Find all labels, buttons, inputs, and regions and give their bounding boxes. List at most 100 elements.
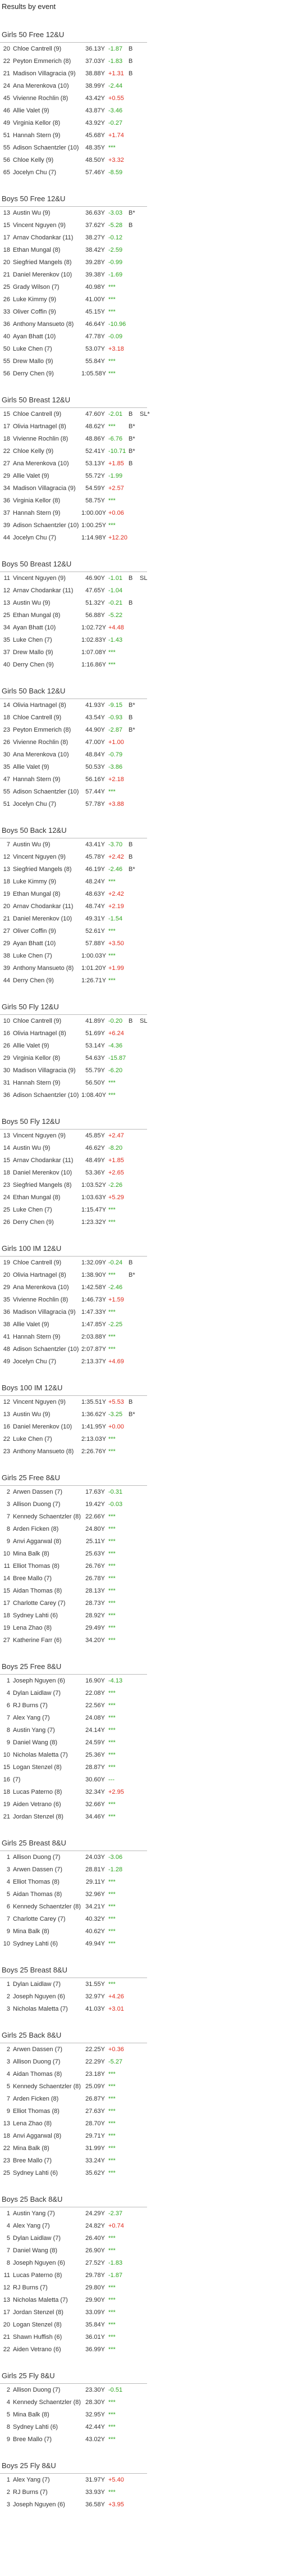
time-standard: [129, 1052, 140, 1064]
swim-time: 41.00Y: [85, 296, 105, 303]
result-row: 3 Arwen Dassen (7) 28.81Y -1.28: [0, 1863, 284, 1876]
time-diff: +1.59: [108, 1296, 124, 1303]
time-standard: [129, 2384, 140, 2396]
result-row: 1 Dylan Laidlaw (7) 31.55Y ***: [0, 1978, 284, 1990]
place: 26: [3, 739, 10, 746]
time-standard: [129, 798, 140, 810]
qualifier-note: [140, 1281, 153, 1294]
time-standard: [129, 974, 140, 987]
place: 18: [3, 1789, 10, 1795]
swim-time: 47.78Y: [85, 333, 105, 340]
swimmer-name: Charlotte Carey (7): [13, 1916, 66, 1922]
result-row: 24 Ethan Mungal (8) 1:03.63Y +5.29: [0, 1191, 284, 1204]
place: 35: [3, 764, 10, 770]
qualifier-note: [140, 142, 153, 154]
event-section: Boys 25 Back 8&U 1 Austin Yang (7) 24.29Y -2…: [0, 2192, 284, 2356]
place: 6: [6, 1903, 10, 1910]
place: 18: [3, 1612, 10, 1619]
place: 41: [3, 1334, 10, 1340]
qualifier-note: [140, 2232, 153, 2244]
result-row: 10 Sydney Lahti (6) 49.94Y ***: [0, 1938, 284, 1950]
swimmer-name: Chloe Kelly (9): [13, 157, 54, 164]
swim-time: 1:02.72Y: [81, 624, 107, 631]
time-standard: [129, 1978, 140, 1990]
qualifier-note: [140, 1318, 153, 1331]
result-row: 2 RJ Burns (7) 33.93Y ***: [0, 2486, 284, 2498]
time-standard: [129, 1204, 140, 1216]
result-row: 46 Allie Valet (9) 43.87Y -3.46: [0, 105, 284, 117]
time-diff: ***: [108, 1690, 116, 1697]
swim-time: 46.19Y: [85, 866, 105, 873]
qualifier-note: [140, 863, 153, 876]
swim-time: 38.27Y: [85, 234, 105, 241]
place: 9: [6, 2436, 10, 2443]
time-diff: ***: [108, 1588, 116, 1594]
result-row: 8 Austin Yang (7) 24.14Y ***: [0, 1724, 284, 1736]
place: 38: [3, 953, 10, 959]
time-diff: -0.79: [108, 751, 123, 758]
swim-time: 1:15.47Y: [81, 1207, 107, 1213]
time-standard: [129, 368, 140, 380]
qualifier-note: [140, 1396, 153, 1408]
result-row: 10 Nicholas Maletta (7) 25.36Y ***: [0, 1749, 284, 1761]
swimmer-name: Mina Balk (8): [13, 2411, 49, 2418]
time-standard: [129, 2080, 140, 2093]
swim-time: 45.78Y: [85, 854, 105, 860]
place: 44: [3, 534, 10, 541]
result-row: 5 Dylan Laidlaw (7) 26.40Y ***: [0, 2232, 284, 2244]
result-row: 27 Ana Merenkova (10) 53.13Y +1.85 B: [0, 457, 284, 470]
place: 39: [3, 965, 10, 972]
time-standard: [129, 142, 140, 154]
time-diff: ***: [108, 2411, 116, 2418]
result-row: 2 Arwen Dassen (7) 22.25Y +0.36: [0, 2043, 284, 2056]
qualifier-note: [140, 851, 153, 863]
qualifier-note: [140, 2167, 153, 2179]
qualifier-note: [140, 2498, 153, 2511]
result-row: 17 Olivia Hartnagel (8) 48.62Y *** B*: [0, 420, 284, 433]
time-standard: [129, 532, 140, 544]
swim-time: 25.11Y: [85, 1538, 105, 1545]
place: 8: [6, 1526, 10, 1532]
result-row: 45 Vivienne Rochlin (8) 43.42Y +0.55: [0, 92, 284, 105]
swimmer-name: Luke Chen (7): [13, 637, 52, 643]
time-standard: [129, 343, 140, 355]
swimmer-name: Luke Chen (7): [13, 1207, 52, 1213]
time-standard: [129, 1925, 140, 1938]
result-row: 40 Derry Chen (9) 1:16.86Y ***: [0, 659, 284, 671]
result-row: 22 Luke Chen (7) 2:13.03Y ***: [0, 1433, 284, 1445]
qualifier-note: [140, 876, 153, 888]
swim-time: 57.88Y: [85, 940, 105, 947]
time-standard: [129, 318, 140, 330]
qualifier-note: [140, 736, 153, 749]
swim-time: 1:03.63Y: [81, 1194, 107, 1201]
swim-time: 2:13.03Y: [81, 1436, 107, 1443]
swim-time: 17.63Y: [85, 1489, 105, 1495]
swimmer-name: Allison Duong (7): [13, 2058, 61, 2065]
time-standard: B: [129, 600, 133, 606]
place: 1: [6, 2477, 10, 2483]
qualifier-note: [140, 269, 153, 281]
time-diff: -0.93: [108, 714, 123, 721]
result-row: 7 Daniel Wang (8) 26.90Y ***: [0, 2244, 284, 2257]
qualifier-note: [140, 1498, 153, 1511]
qualifier-note: [140, 974, 153, 987]
swim-time: 36.13Y: [85, 46, 105, 52]
qualifier-note: [140, 2343, 153, 2356]
place: 2: [6, 2489, 10, 2496]
swimmer-name: Daniel Wang (8): [13, 2247, 58, 2254]
swim-time: 1:16.86Y: [81, 661, 107, 668]
result-row: 14 Austin Wu (9) 46.62Y -8.20: [0, 1142, 284, 1154]
qualifier-note: SL: [140, 1018, 148, 1024]
swimmer-name: Luke Chen (7): [13, 953, 52, 959]
place: 5: [6, 2235, 10, 2242]
swim-time: 39.38Y: [85, 271, 105, 278]
qualifier-note: [140, 495, 153, 507]
swimmer-name: Hannah Stern (9): [13, 510, 61, 516]
time-standard: [129, 937, 140, 950]
time-standard: [129, 92, 140, 105]
time-standard: [129, 2498, 140, 2511]
swim-time: 29.71Y: [85, 2133, 105, 2139]
swim-time: 26.90Y: [85, 2247, 105, 2254]
qualifier-note: [140, 1736, 153, 1749]
swimmer-name: Lena Zhao (8): [13, 1625, 52, 1631]
